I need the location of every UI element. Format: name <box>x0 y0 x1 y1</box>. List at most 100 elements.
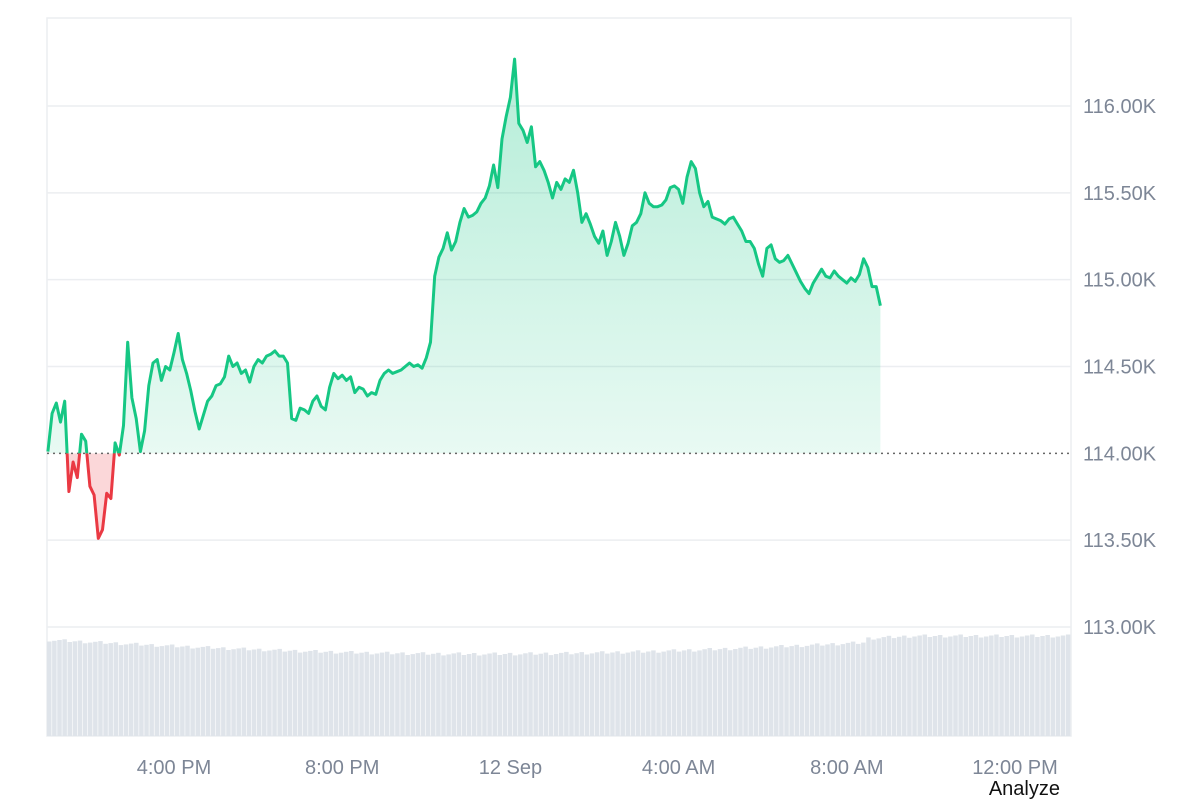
volume-bar <box>395 653 400 736</box>
volume-bar <box>789 646 794 736</box>
volume-bar <box>343 651 349 736</box>
volume-bar <box>687 649 692 736</box>
volume-bar <box>927 637 933 736</box>
volume-bar <box>518 654 523 736</box>
volume-bar <box>103 643 108 736</box>
volume-bar <box>968 636 974 736</box>
grid-lines <box>47 105 1071 628</box>
volume-bar <box>1014 637 1020 736</box>
volume-bar <box>615 651 620 736</box>
volume-bar <box>241 647 247 736</box>
volume-bar <box>251 649 257 736</box>
volume-bar <box>528 652 533 736</box>
volume-bar <box>1065 634 1071 736</box>
volume-bar <box>917 635 922 736</box>
volume-bar <box>722 647 728 736</box>
x-tick-label: 8:00 PM <box>305 757 379 779</box>
volume-bar <box>144 644 149 736</box>
volume-bar <box>866 637 871 736</box>
volume-bar <box>794 644 800 736</box>
x-axis: 4:00 PM 8:00 PM 12 Sep 4:00 AM 8:00 AM 12:00 … <box>137 757 1058 779</box>
price-line-up <box>46 57 882 454</box>
volume-bar <box>113 642 119 736</box>
volume-bar <box>451 653 456 736</box>
volume-bar <box>891 638 897 736</box>
analyze-button[interactable]: Analyze <box>988 778 1060 800</box>
volume-bar <box>712 650 718 736</box>
volume-bar <box>477 655 482 736</box>
volume-bar <box>72 641 78 736</box>
volume-bar <box>108 643 113 736</box>
volume-bar <box>297 652 303 736</box>
volume-bar <box>727 650 733 736</box>
volume-bar <box>804 645 810 736</box>
volume-bar <box>651 650 656 736</box>
volume-bar <box>52 640 57 736</box>
volume-bar <box>753 647 759 736</box>
volume-bar <box>215 648 221 736</box>
volume-bar <box>943 637 948 736</box>
volume-bar <box>62 639 67 736</box>
volume-bar <box>87 642 93 736</box>
volume-bar <box>502 654 508 736</box>
volume-bar <box>989 635 994 736</box>
volume-bar <box>390 654 395 736</box>
volume-bar <box>164 645 170 736</box>
volume-bar <box>512 655 518 736</box>
volume-bar <box>784 647 789 736</box>
volume-bar <box>533 654 538 736</box>
volume-bar <box>323 651 328 736</box>
volume-bar <box>661 651 666 736</box>
volume-bar <box>855 643 861 736</box>
volume-bar <box>400 652 405 736</box>
volume-bar <box>922 634 928 736</box>
volume-bar <box>282 651 288 736</box>
volume-bar <box>932 636 938 736</box>
volume-bar <box>1040 636 1045 736</box>
volume-bar <box>610 652 615 736</box>
volume-bar <box>656 652 661 736</box>
volume-bar <box>1030 634 1035 736</box>
volume-bar <box>461 655 467 736</box>
volume-bar <box>128 643 134 736</box>
volume-bar <box>123 644 129 736</box>
volume-bar <box>195 647 200 736</box>
volume-bar <box>953 635 958 736</box>
volume-bar <box>425 654 431 736</box>
volume-bar <box>1024 635 1030 736</box>
volume-bar <box>487 653 492 736</box>
volume-bar <box>758 646 764 736</box>
volume-bar <box>646 651 651 736</box>
volume-bar <box>205 646 211 736</box>
volume-bar <box>180 646 185 736</box>
volume-bar <box>886 635 892 736</box>
volume-bar <box>994 634 999 736</box>
volume-bar <box>436 652 441 736</box>
volume-bar <box>384 651 390 736</box>
volume-bar <box>676 651 682 736</box>
volume-bar <box>902 635 907 736</box>
volume-bar <box>907 637 912 736</box>
volume-bar <box>415 653 421 736</box>
volume-bar <box>815 643 820 736</box>
x-tick-label: 12:00 PM <box>972 757 1058 779</box>
volume-bar <box>999 637 1004 736</box>
volume-bar <box>246 650 252 736</box>
volume-bar <box>594 652 600 736</box>
volume-bar <box>630 651 636 736</box>
volume-bar <box>379 652 385 736</box>
volume-bar <box>692 651 697 736</box>
volume-bar <box>640 652 646 736</box>
volume-bar <box>1019 636 1025 736</box>
volume-bar <box>1050 637 1056 736</box>
y-tick-label: 113.50K <box>1083 530 1157 552</box>
y-tick-label: 115.50K <box>1083 183 1157 205</box>
volume-bar <box>697 650 702 736</box>
volume-bar <box>374 653 380 736</box>
y-tick-label: 113.00K <box>1083 617 1157 639</box>
volume-bar <box>236 648 241 736</box>
volume-bar <box>584 654 590 736</box>
volume-bar <box>200 646 206 736</box>
volume-bar <box>958 634 963 736</box>
